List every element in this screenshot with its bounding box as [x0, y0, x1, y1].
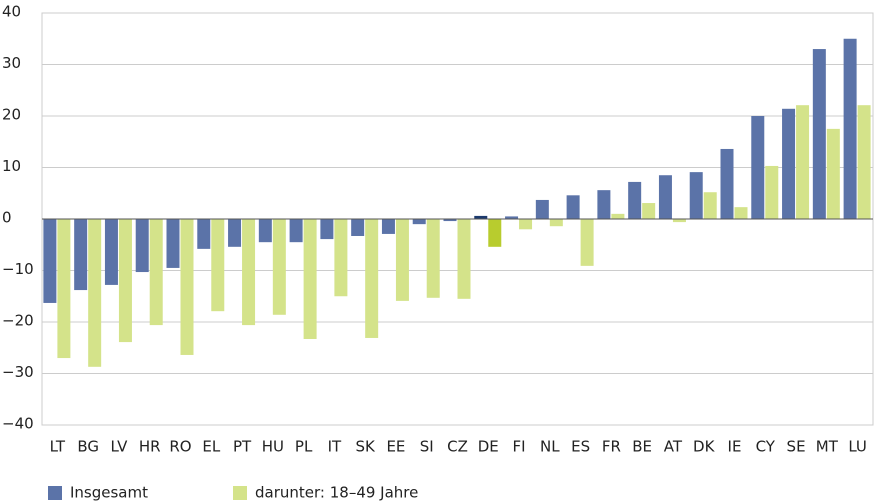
legend-swatch	[48, 486, 62, 500]
y-tick-label: −20	[2, 312, 34, 330]
x-tick-label: PT	[233, 438, 252, 456]
x-tick-label: EE	[386, 438, 405, 456]
bar	[843, 38, 857, 219]
bar	[672, 219, 686, 223]
bar	[474, 215, 488, 219]
bar	[720, 148, 734, 219]
bar	[395, 219, 409, 301]
bar	[135, 219, 149, 273]
bar	[104, 219, 118, 285]
bar	[118, 219, 132, 343]
bar	[289, 219, 303, 243]
x-tick-label: NL	[540, 438, 560, 456]
x-tick-label: FI	[513, 438, 526, 456]
x-tick-label: SI	[420, 438, 434, 456]
bar	[365, 219, 379, 338]
bar	[272, 219, 286, 315]
x-tick-label: LT	[50, 438, 66, 456]
bar	[457, 219, 471, 299]
bar	[751, 116, 765, 219]
x-tick-label: SK	[355, 438, 376, 456]
x-tick-label: LU	[848, 438, 867, 456]
bar	[426, 219, 440, 298]
legend-swatch	[233, 486, 247, 500]
bar	[88, 219, 102, 367]
bar	[812, 49, 826, 219]
bar	[597, 190, 611, 219]
bar	[549, 219, 563, 227]
x-tick-label: HR	[139, 438, 161, 456]
y-tick-label: −30	[2, 363, 34, 381]
x-tick-label: AT	[664, 438, 683, 456]
bar	[796, 105, 810, 219]
x-tick-label: IT	[328, 438, 342, 456]
x-tick-label: CZ	[447, 438, 468, 456]
bar	[320, 219, 334, 240]
y-tick-label: 0	[2, 209, 12, 227]
bar	[180, 219, 194, 355]
bar	[351, 219, 365, 236]
bar	[580, 219, 594, 266]
bar	[412, 219, 426, 225]
y-tick-label: 30	[2, 54, 21, 72]
bar	[242, 219, 256, 326]
bar	[43, 219, 57, 303]
legend-label: Insgesamt	[70, 484, 148, 502]
bar	[211, 219, 225, 312]
y-tick-label: 10	[2, 157, 21, 175]
y-tick-label: −10	[2, 260, 34, 278]
x-tick-label: DE	[478, 438, 499, 456]
legend-label: darunter: 18–49 Jahre	[255, 484, 418, 502]
y-tick-label: −40	[2, 415, 34, 433]
bar	[519, 219, 533, 230]
bar	[628, 181, 642, 219]
bar	[303, 219, 317, 339]
x-tick-label: IE	[728, 438, 742, 456]
bar	[334, 219, 348, 297]
bar	[166, 219, 180, 268]
x-tick-label: HU	[262, 438, 284, 456]
x-tick-label: ES	[571, 438, 590, 456]
bar	[826, 128, 840, 219]
bar	[658, 175, 672, 219]
x-tick-label: LV	[110, 438, 128, 456]
bar	[734, 207, 748, 219]
bar	[74, 219, 88, 291]
x-tick-label: FR	[602, 438, 621, 456]
bar	[228, 219, 242, 247]
x-tick-label: MT	[816, 438, 839, 456]
x-tick-label: SE	[787, 438, 806, 456]
y-tick-label: 40	[2, 3, 21, 21]
x-tick-label: RO	[169, 438, 191, 456]
x-tick-label: BG	[77, 438, 99, 456]
x-tick-label: BE	[632, 438, 652, 456]
bar	[857, 105, 871, 219]
bar	[765, 165, 779, 219]
bar	[197, 219, 211, 249]
bar	[258, 219, 272, 243]
bar	[149, 219, 163, 326]
x-tick-label: PL	[295, 438, 313, 456]
bar	[443, 219, 457, 222]
y-tick-label: 20	[2, 106, 21, 124]
bar	[535, 199, 549, 219]
bar	[381, 219, 395, 234]
bar	[57, 219, 71, 359]
bar	[703, 192, 717, 219]
bar	[488, 219, 502, 247]
bar	[689, 172, 703, 219]
bar	[505, 216, 519, 219]
x-tick-label: CY	[756, 438, 776, 456]
bar	[642, 203, 656, 219]
x-tick-label: DK	[693, 438, 716, 456]
x-tick-label: EL	[202, 438, 220, 456]
bar	[782, 108, 796, 219]
bar	[566, 195, 580, 219]
bar	[611, 213, 625, 219]
